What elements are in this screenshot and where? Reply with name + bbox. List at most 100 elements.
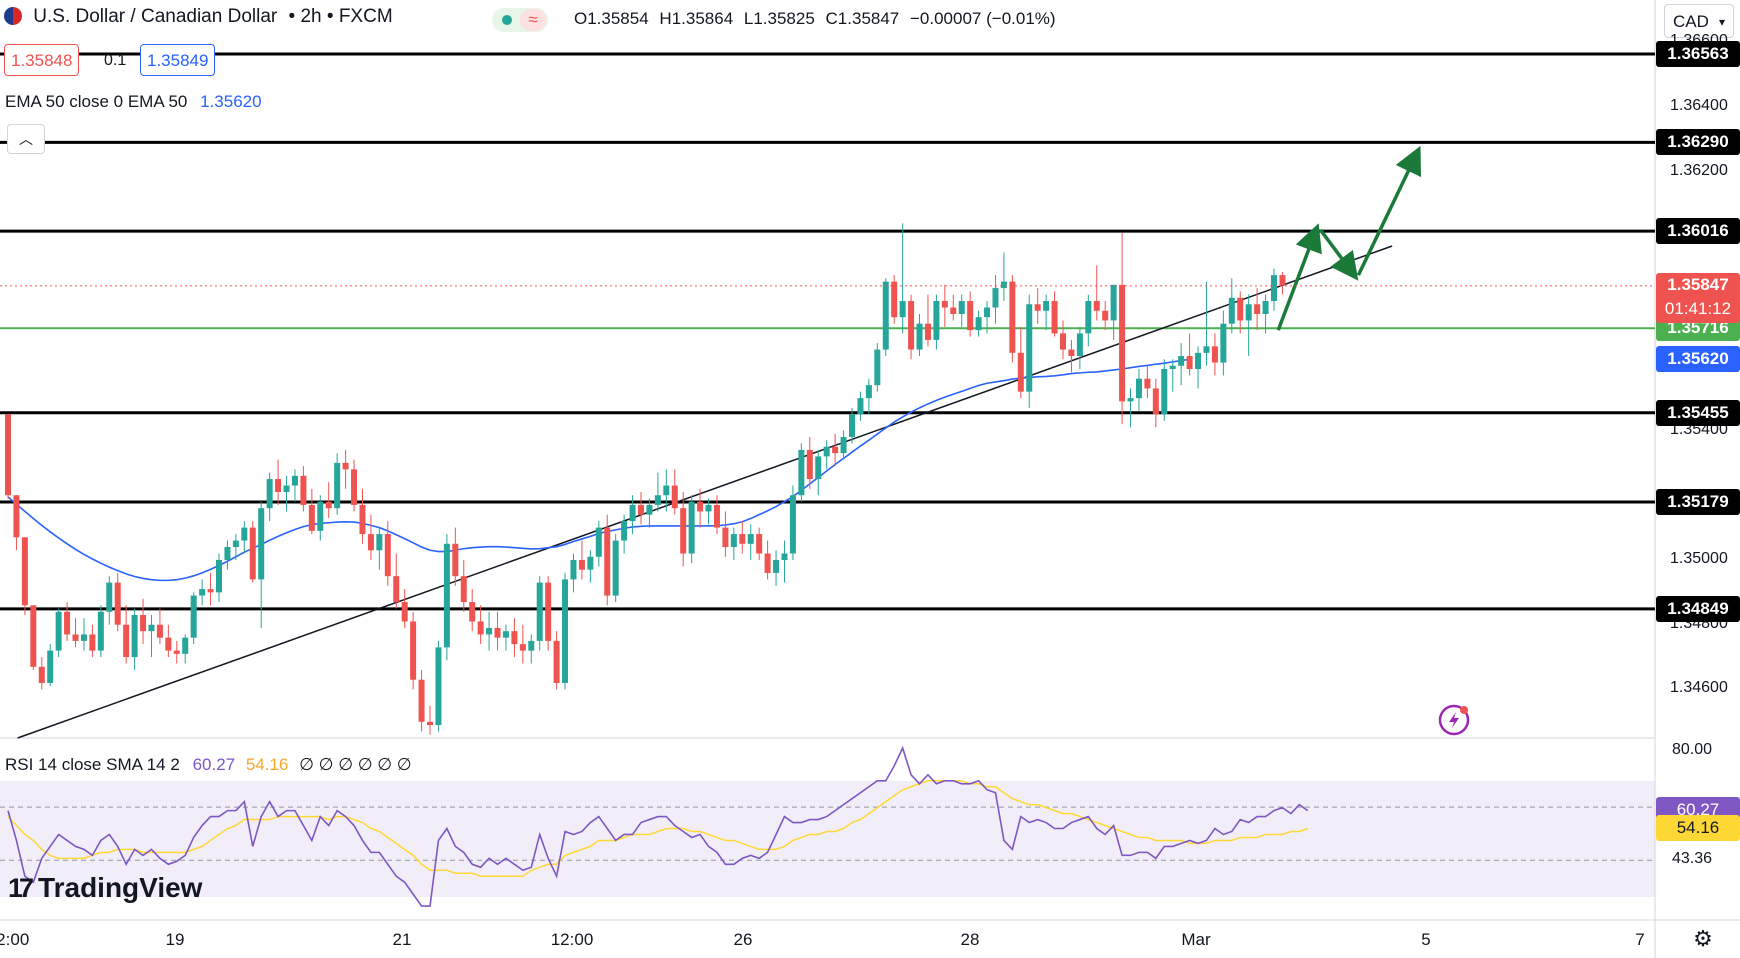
candle[interactable] xyxy=(80,618,87,651)
candle[interactable] xyxy=(148,615,155,658)
candle[interactable] xyxy=(291,469,298,502)
candle[interactable] xyxy=(241,521,248,554)
candle[interactable] xyxy=(156,608,163,645)
candle[interactable] xyxy=(747,524,754,560)
candle[interactable] xyxy=(1237,291,1244,334)
candle[interactable] xyxy=(1152,378,1159,428)
candle[interactable] xyxy=(258,501,265,628)
candle[interactable] xyxy=(840,430,847,460)
arrow-1[interactable] xyxy=(1319,228,1359,281)
candle[interactable] xyxy=(1220,310,1227,376)
candle[interactable] xyxy=(435,640,442,732)
candle[interactable] xyxy=(1161,359,1168,421)
arrow-0[interactable] xyxy=(1276,223,1322,331)
candle[interactable] xyxy=(773,550,780,586)
candle[interactable] xyxy=(5,414,11,499)
candle[interactable] xyxy=(1009,275,1016,363)
candle[interactable] xyxy=(789,485,796,560)
candle[interactable] xyxy=(283,475,290,512)
candle[interactable] xyxy=(882,278,889,357)
ema-legend[interactable]: EMA 50 close 0 EMA 50 1.35620 xyxy=(5,92,262,112)
candle[interactable] xyxy=(891,275,898,324)
candle[interactable] xyxy=(688,495,695,564)
candle[interactable] xyxy=(992,275,999,324)
candle[interactable] xyxy=(663,469,670,512)
candle[interactable] xyxy=(654,472,661,512)
candle[interactable] xyxy=(342,449,349,489)
candle[interactable] xyxy=(1178,343,1185,386)
candle[interactable] xyxy=(916,313,923,357)
candle[interactable] xyxy=(1127,388,1134,428)
candle[interactable] xyxy=(865,378,872,415)
candle[interactable] xyxy=(638,492,644,525)
candle[interactable] xyxy=(334,453,341,515)
market-status[interactable]: ≈ xyxy=(492,8,548,32)
candle[interactable] xyxy=(1135,369,1142,412)
candle[interactable] xyxy=(924,294,931,347)
candle[interactable] xyxy=(317,495,324,541)
candle[interactable] xyxy=(55,608,62,658)
candle[interactable] xyxy=(1026,294,1033,408)
candle[interactable] xyxy=(123,605,130,664)
candle[interactable] xyxy=(1093,265,1100,321)
candle[interactable] xyxy=(199,579,206,606)
candle[interactable] xyxy=(1245,294,1252,357)
candle[interactable] xyxy=(1169,359,1176,392)
candle[interactable] xyxy=(1203,281,1210,366)
collapse-button[interactable]: ︿ xyxy=(7,124,45,154)
candle[interactable] xyxy=(562,572,569,690)
trendline[interactable] xyxy=(17,245,1393,739)
candle[interactable] xyxy=(106,576,113,625)
candle[interactable] xyxy=(1085,294,1092,347)
candle[interactable] xyxy=(739,521,746,554)
candle[interactable] xyxy=(621,514,628,554)
candle[interactable] xyxy=(857,391,864,421)
candle[interactable] xyxy=(30,605,37,671)
sell-button[interactable]: 1.35848 xyxy=(4,44,80,76)
candle[interactable] xyxy=(190,592,197,645)
candle[interactable] xyxy=(502,624,509,651)
candle[interactable] xyxy=(697,488,704,528)
candle[interactable] xyxy=(975,310,982,337)
candle[interactable] xyxy=(216,553,222,603)
candle[interactable] xyxy=(671,469,678,515)
candle[interactable] xyxy=(764,540,771,580)
candle[interactable] xyxy=(1262,294,1269,334)
interval[interactable]: 2h xyxy=(300,6,322,27)
candle[interactable] xyxy=(950,294,957,321)
candle[interactable] xyxy=(536,576,543,651)
candle[interactable] xyxy=(570,553,577,593)
bolt-icon[interactable] xyxy=(1438,704,1470,736)
candle[interactable] xyxy=(308,488,315,535)
candle[interactable] xyxy=(1076,326,1083,369)
candle[interactable] xyxy=(705,498,712,525)
candle[interactable] xyxy=(114,572,121,632)
candle[interactable] xyxy=(47,644,54,687)
candle[interactable] xyxy=(832,433,839,467)
candle[interactable] xyxy=(182,634,189,664)
candle[interactable] xyxy=(300,466,307,512)
candle[interactable] xyxy=(359,488,366,544)
candle[interactable] xyxy=(553,631,560,690)
candle[interactable] xyxy=(131,608,138,671)
candle[interactable] xyxy=(1271,268,1277,311)
candle[interactable] xyxy=(528,634,535,664)
candle[interactable] xyxy=(967,291,974,337)
candle[interactable] xyxy=(21,537,28,615)
candle[interactable] xyxy=(1000,252,1007,302)
candle[interactable] xyxy=(494,611,501,651)
candle[interactable] xyxy=(578,540,585,580)
candle[interactable] xyxy=(401,589,408,628)
candle[interactable] xyxy=(249,521,256,583)
candle[interactable] xyxy=(1102,301,1109,331)
candle[interactable] xyxy=(1186,333,1193,376)
candle[interactable] xyxy=(1060,320,1066,360)
candle[interactable] xyxy=(815,449,822,496)
candle[interactable] xyxy=(232,534,239,560)
candle[interactable] xyxy=(680,492,687,567)
candle[interactable] xyxy=(908,294,915,360)
candle[interactable] xyxy=(72,618,79,648)
candle[interactable] xyxy=(486,611,493,651)
candle[interactable] xyxy=(722,511,729,557)
candle[interactable] xyxy=(477,605,484,645)
